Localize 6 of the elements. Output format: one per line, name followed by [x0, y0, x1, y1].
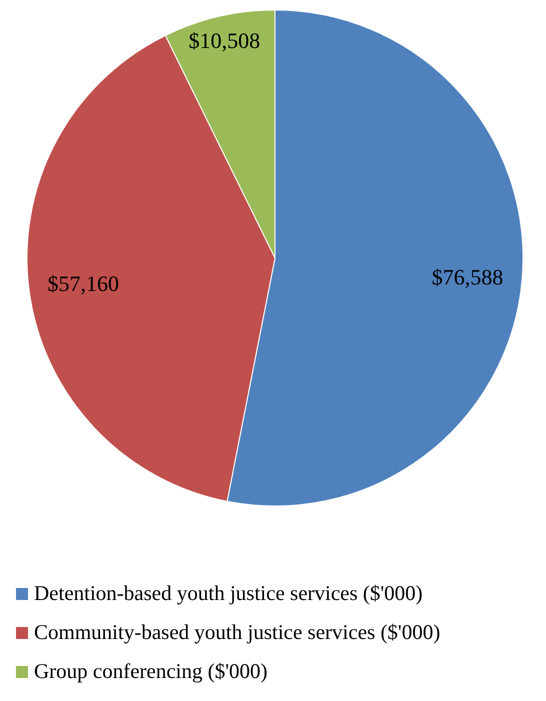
legend-label: Community-based youth justice services ($'000) — [34, 620, 440, 645]
data-label: $57,160 — [47, 270, 119, 296]
legend-label: Group conferencing ($'000) — [34, 659, 268, 684]
legend-label: Detention-based youth justice services ($'000) — [34, 581, 423, 606]
data-label: $10,508 — [188, 28, 260, 54]
data-label: $76,588 — [432, 264, 504, 290]
